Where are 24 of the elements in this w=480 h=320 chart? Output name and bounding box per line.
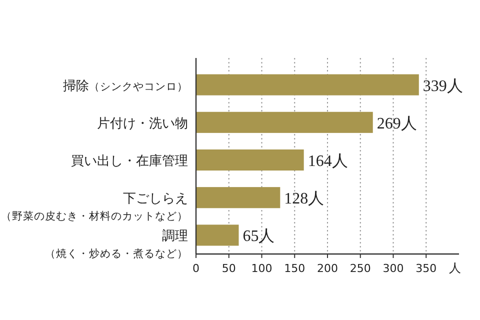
bar [196, 187, 280, 208]
bar [196, 112, 373, 133]
y-tick-label: 下ごしらえ（野菜の皮むき・材料のカットなど） [1, 192, 188, 223]
x-tick-label: 200 [317, 262, 338, 275]
data-label: 269人 [376, 115, 417, 132]
bar [196, 74, 419, 96]
x-tick-label: 50 [222, 262, 236, 275]
data-label: 164人 [308, 153, 348, 170]
data-label: 128人 [284, 190, 324, 208]
y-tick-label: 片付け・洗い物 [97, 116, 188, 132]
bar [196, 224, 239, 246]
x-tick-label: 150 [284, 262, 306, 275]
x-axis-title: 人 [449, 261, 461, 275]
y-tick-label: 買い出し・在庫管理 [71, 153, 188, 169]
x-tick-label: 350 [416, 262, 437, 275]
x-tick-label: 250 [350, 262, 371, 275]
data-label: 65人 [242, 228, 275, 246]
y-tick-label: 調理（焼く・炒める・煮るなど） [45, 229, 188, 260]
x-tick-label: 0 [192, 262, 200, 275]
x-tick-label: 300 [382, 262, 404, 275]
bar [196, 149, 304, 171]
x-tick-label: 100 [251, 262, 272, 275]
data-label: 339人 [422, 78, 463, 95]
y-tick-label: 掃除（シンクやコンロ） [63, 78, 188, 94]
